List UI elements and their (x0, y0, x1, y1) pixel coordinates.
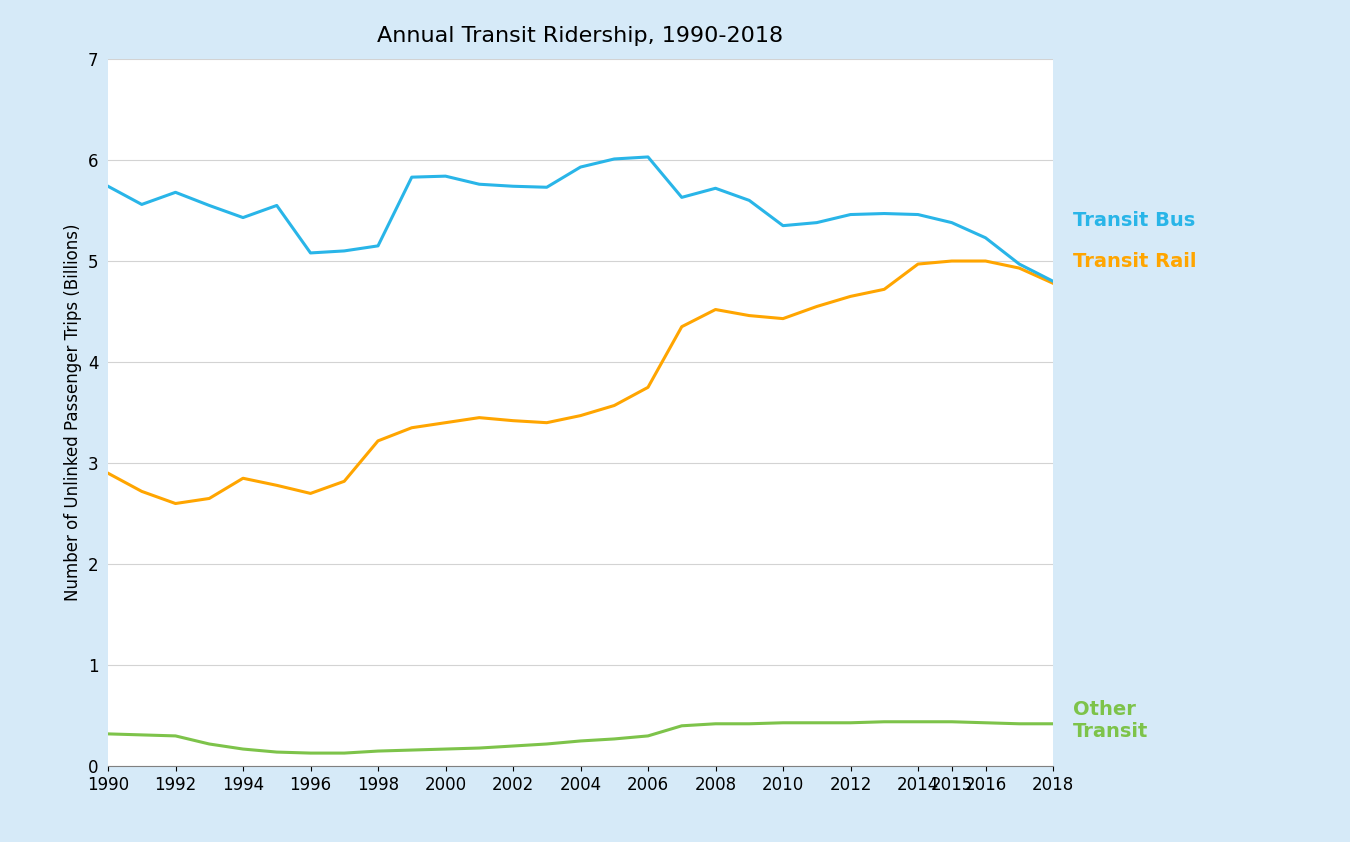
Y-axis label: Number of Unlinked Passenger Trips (Billions): Number of Unlinked Passenger Trips (Bill… (63, 224, 82, 601)
Text: Transit Bus: Transit Bus (1073, 211, 1196, 230)
Text: Transit Rail: Transit Rail (1073, 252, 1196, 270)
Title: Annual Transit Ridership, 1990-2018: Annual Transit Ridership, 1990-2018 (378, 26, 783, 46)
Text: Other
Transit: Other Transit (1073, 701, 1149, 741)
